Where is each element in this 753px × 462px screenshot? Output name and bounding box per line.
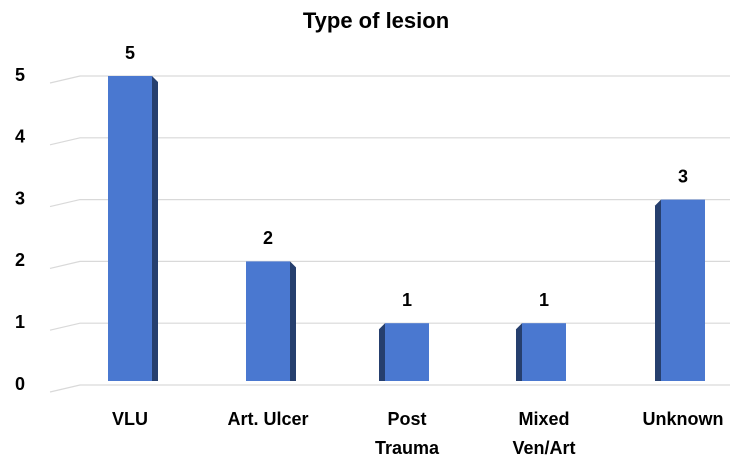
- x-tick-label: Unknown: [643, 409, 724, 429]
- grid-line: [49, 75, 730, 84]
- x-tick-label: VLU: [112, 409, 148, 429]
- grid-line: [49, 260, 730, 269]
- bar: [246, 261, 296, 381]
- bar: [655, 199, 705, 381]
- y-tick-label: 1: [15, 312, 25, 332]
- y-tick-label: 3: [15, 188, 25, 208]
- bar-side: [290, 261, 296, 381]
- x-tick-label: Mixed Ven/Art: [512, 409, 575, 458]
- bar-side: [655, 199, 661, 381]
- bar-front: [385, 323, 429, 381]
- y-tick-label: 4: [15, 127, 25, 147]
- chart-title: Type of lesion: [303, 8, 449, 33]
- bar: [108, 76, 158, 381]
- x-tick-label: Art. Ulcer: [227, 409, 308, 429]
- value-label: 2: [263, 228, 273, 248]
- bar-side: [516, 323, 522, 381]
- bar-front: [108, 76, 152, 381]
- bar: [379, 323, 429, 381]
- bar-side: [152, 76, 158, 381]
- y-tick-label: 2: [15, 250, 25, 270]
- grid-line: [49, 384, 730, 393]
- x-tick-label: Post Trauma: [375, 409, 440, 458]
- grid-line: [49, 199, 730, 208]
- value-label: 1: [402, 290, 412, 310]
- grid-line: [49, 322, 730, 331]
- bar-front: [522, 323, 566, 381]
- value-label: 5: [125, 43, 135, 63]
- bar-side: [379, 323, 385, 381]
- y-tick-label: 5: [15, 65, 25, 85]
- value-label: 3: [678, 166, 688, 186]
- bar-front: [661, 199, 705, 381]
- bar: [516, 323, 566, 381]
- bar-front: [246, 261, 290, 381]
- value-label: 1: [539, 290, 549, 310]
- grid-line: [49, 137, 730, 146]
- y-tick-label: 0: [15, 374, 25, 394]
